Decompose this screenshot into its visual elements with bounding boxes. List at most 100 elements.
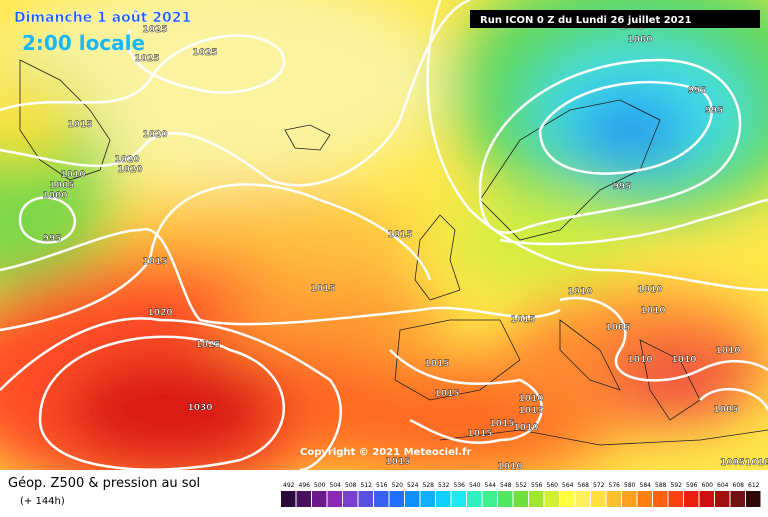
scale-swatch (622, 491, 637, 507)
footer-lead: (+ 144h) (20, 496, 65, 507)
scale-label: 528 (423, 482, 435, 489)
isobar-label: 1005 (605, 323, 630, 333)
scale-swatch (529, 491, 544, 507)
scale-swatch (451, 491, 466, 507)
isobar-label: 1015 (434, 389, 459, 399)
copyright: Copyright © 2021 Meteociel.fr (300, 447, 471, 458)
isobars (0, 0, 768, 470)
isobar-label: 1010 (518, 394, 543, 404)
scale-label: 556 (531, 482, 543, 489)
isobar-label: 1015 (142, 257, 167, 267)
isobar-label: 1015 (387, 230, 412, 240)
scale-swatch (498, 491, 513, 507)
isobar-label: 1010 (567, 287, 592, 297)
scale-swatch (730, 491, 745, 507)
scale-label: 548 (500, 482, 512, 489)
isobar-labels: 1025102510251015102010201020101010051000… (42, 22, 768, 472)
scale-label: 576 (609, 482, 621, 489)
scale-swatch (606, 491, 621, 507)
isobar-label: 1010 (671, 355, 696, 365)
color-scale: 492 496 500 504 508 512 516 520 524 528 532 536 540 5… (281, 482, 761, 507)
scale-swatch (296, 491, 311, 507)
scale-label: 532 (438, 482, 450, 489)
isobar-label: 995 (688, 86, 707, 96)
scale-label: 604 (717, 482, 729, 489)
coastlines (19, 59, 768, 446)
scale-label: 580 (624, 482, 636, 489)
isobar-label: 1030 (187, 403, 212, 413)
scale-swatch (668, 491, 683, 507)
isobar-label: 1015 (518, 406, 543, 416)
isobar-label: 1010 (497, 462, 522, 472)
scale-swatch (482, 491, 497, 507)
scale-swatch (513, 491, 528, 507)
isobar-label: 1015 (510, 315, 535, 325)
isobar-label: 1015 (67, 120, 92, 130)
scale-label: 496 (299, 482, 311, 489)
isobar-label: 1010 (627, 355, 652, 365)
scale-swatch (544, 491, 559, 507)
scale-label: 512 (361, 482, 373, 489)
scale-label: 584 (640, 482, 652, 489)
scale-swatch (374, 491, 389, 507)
scale-label: 572 (593, 482, 605, 489)
isobar-label: 1020 (114, 155, 139, 165)
scale-label: 608 (733, 482, 745, 489)
scale-swatch (746, 491, 761, 507)
scale-swatch (684, 491, 699, 507)
scale-swatch (575, 491, 590, 507)
scale-swatch (637, 491, 652, 507)
scale-label: 588 (655, 482, 667, 489)
scale-label: 524 (407, 482, 419, 489)
scale-swatch (389, 491, 404, 507)
scale-label: 536 (454, 482, 466, 489)
scale-swatch (591, 491, 606, 507)
scale-swatch (467, 491, 482, 507)
isobar-label: 1010 (60, 170, 85, 180)
scale-label: 592 (671, 482, 683, 489)
forecast-date: Dimanche 1 août 2021 (14, 10, 191, 26)
run-box (470, 10, 760, 28)
scale-swatch (715, 491, 730, 507)
isobar-label: 1005 (49, 181, 74, 191)
isobar-label: 995 (613, 182, 632, 192)
scale-swatch (653, 491, 668, 507)
isobar-label: 1020 (142, 130, 167, 140)
scale-swatch (281, 491, 296, 507)
scale-label: 492 (283, 482, 295, 489)
scale-label: 552 (516, 482, 528, 489)
scale-swatch (358, 491, 373, 507)
isobar-label: 10051010 (720, 458, 768, 468)
isobar-label: 1015 (467, 429, 492, 439)
scale-label: 560 (547, 482, 559, 489)
isobar-label: 995 (705, 106, 724, 116)
footer-title: Géop. Z500 & pression au sol (8, 476, 200, 491)
forecast-time: 2:00 locale (22, 31, 145, 55)
scale-swatch (405, 491, 420, 507)
scale-label: 540 (469, 482, 481, 489)
scale-label: 564 (562, 482, 574, 489)
isobar-label: 1015 (385, 457, 410, 467)
isobar-label: 1000 (627, 35, 652, 45)
isobar-label: 1000 (42, 191, 67, 201)
scale-label: 500 (314, 482, 326, 489)
isobar-label: 1020 (147, 308, 172, 318)
isobar-label: 1025 (134, 54, 159, 64)
scale-swatch (560, 491, 575, 507)
isobar-label: 1010 (640, 306, 665, 316)
scale-label: 600 (702, 482, 714, 489)
isobar-label: 1025 (192, 48, 217, 58)
scale-label: 504 (330, 482, 342, 489)
scale-swatch (699, 491, 714, 507)
run-info: Run ICON 0 Z du Lundi 26 juillet 2021 (480, 15, 692, 26)
map: 1025102510251015102010201020101010051000… (0, 0, 768, 472)
scale-label: 544 (485, 482, 497, 489)
scale-swatch (327, 491, 342, 507)
isobar-label: 1015 (489, 419, 514, 429)
scale-label: 596 (686, 482, 698, 489)
isobar-label: 1025 (195, 340, 220, 350)
scale-swatch (343, 491, 358, 507)
scale-label: 508 (345, 482, 357, 489)
isobar-label: 1015 (310, 284, 335, 294)
